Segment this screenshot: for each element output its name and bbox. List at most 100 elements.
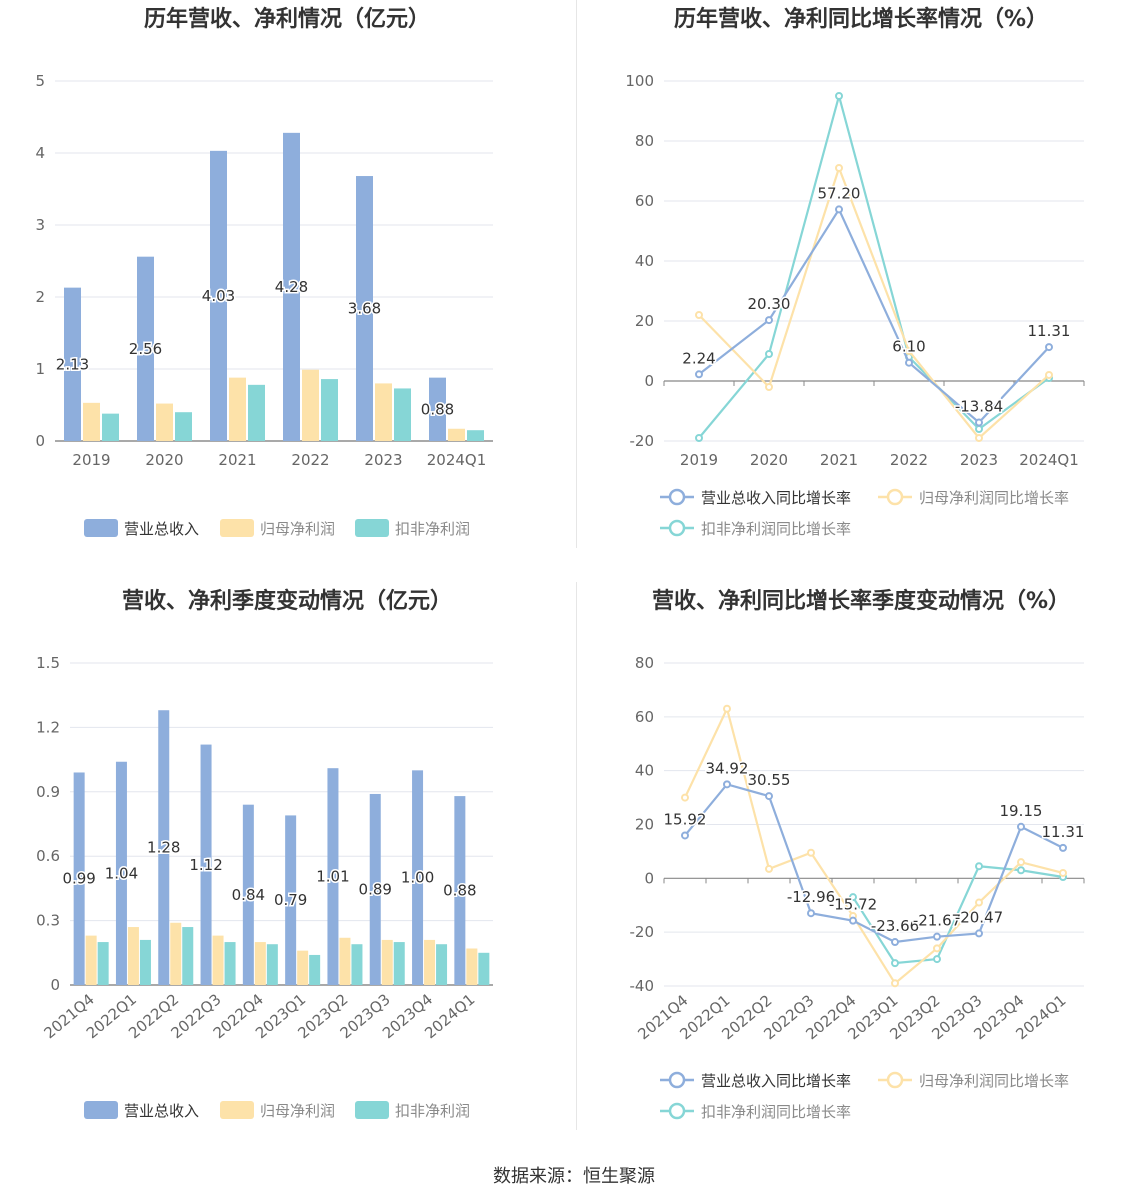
- y-tick-label: 5: [35, 72, 45, 90]
- bar-net-profit: [297, 950, 309, 985]
- bar-data-label: 2.56: [129, 340, 162, 358]
- x-tick-label: 2021: [218, 451, 256, 469]
- bar-net-profit: [156, 403, 173, 441]
- data-point: [835, 205, 843, 214]
- legend-swatch: [355, 1101, 389, 1119]
- data-point: [1045, 343, 1053, 352]
- data-point: [975, 425, 983, 433]
- y-tick-label: 1: [35, 360, 45, 378]
- bar-data-label: 1.28: [147, 839, 180, 857]
- bar-revenue: [327, 768, 339, 985]
- y-tick-label: 20: [635, 312, 654, 330]
- x-tick-label: 2019: [680, 451, 718, 469]
- x-tick-label: 2022: [291, 451, 329, 469]
- bar-net-profit: [212, 935, 224, 985]
- bar-deducted-profit: [102, 413, 119, 441]
- data-point: [891, 959, 899, 968]
- bar-revenue: [158, 710, 170, 985]
- bar-revenue: [429, 377, 446, 441]
- line-data-label: 15.92: [664, 810, 707, 828]
- bar-net-profit: [424, 939, 436, 985]
- legend-marker: [886, 488, 904, 506]
- y-tick-label: 60: [635, 192, 654, 210]
- data-point: [695, 370, 703, 379]
- bar-deducted-profit: [321, 379, 338, 441]
- legend-label: 扣非净利润: [395, 1102, 470, 1120]
- data-point: [933, 932, 941, 941]
- data-point: [765, 350, 773, 358]
- line-data-label: -20.47: [955, 908, 1003, 926]
- legend-marker: [668, 519, 686, 537]
- data-point: [765, 383, 773, 391]
- panel-annual-amounts: 历年营收、净利情况（亿元） 0 1 2 3 4 5 2019 2020 2021 2022 2023 2…: [0, 0, 574, 580]
- legend-label: 扣非净利润同比增长率: [701, 1103, 851, 1121]
- series-line: [698, 164, 1050, 440]
- series-line: [684, 783, 1064, 944]
- data-point: [807, 848, 815, 857]
- data-point: [1017, 858, 1025, 867]
- chart-annual-amounts: 历年营收、净利情况（亿元） 0 1 2 3 4 5 2019 2020 2021 2022 2023 2…: [35, 6, 493, 538]
- bar-data-label: 1.00: [401, 869, 434, 887]
- data-point: [1017, 866, 1025, 875]
- bar-net-profit: [229, 377, 246, 441]
- line-data-label: -23.66: [871, 917, 919, 935]
- bar-data-label: 3.68: [348, 300, 381, 318]
- y-tick-label: 0: [644, 372, 654, 390]
- bar-net-profit: [448, 428, 465, 441]
- bar-deducted-profit: [394, 388, 411, 441]
- bar-net-profit: [254, 942, 266, 985]
- bar-data-label: 0.88: [421, 400, 454, 418]
- legend-label: 营业总收入同比增长率: [701, 1072, 851, 1090]
- y-tick-label: 0.9: [36, 783, 60, 801]
- series-line: [684, 705, 1064, 985]
- line-data-label: 34.92: [706, 759, 749, 777]
- bar-data-label: 1.12: [189, 856, 222, 874]
- data-point: [975, 929, 983, 938]
- bar-revenue: [64, 287, 81, 441]
- bar-deducted-profit: [266, 944, 278, 985]
- legend-label: 营业总收入: [124, 520, 199, 538]
- legend-swatch: [220, 519, 254, 537]
- bar-net-profit: [83, 402, 100, 441]
- bar-deducted-profit: [467, 430, 484, 441]
- x-tick-label: 2020: [750, 451, 788, 469]
- panel-quarterly-amounts: 营收、净利季度变动情况（亿元） 0 0.3 0.6 0.9 1.2 1.5 2021Q4 202…: [0, 582, 574, 1162]
- bar-deducted-profit: [351, 944, 363, 985]
- legend-label: 扣非净利润同比增长率: [701, 520, 851, 538]
- chart-title: 营收、净利季度变动情况（亿元）: [122, 588, 452, 614]
- y-tick-label: 60: [635, 708, 654, 726]
- panel-annual-growth: 历年营收、净利同比增长率情况（%） -20 0 20 40 60 80 100 2019 2020…: [574, 0, 1148, 580]
- data-point: [891, 979, 899, 988]
- data-point: [975, 898, 983, 907]
- y-tick-label: 3: [35, 216, 45, 234]
- chart-title: 历年营收、净利同比增长率情况（%）: [674, 6, 1048, 32]
- line-data-label: 57.20: [818, 184, 861, 202]
- data-point: [905, 358, 913, 367]
- data-point: [681, 793, 689, 802]
- panel-quarterly-growth: 营收、净利同比增长率季度变动情况（%） -40 -20 0 20 40 60 80 2021Q4…: [574, 582, 1148, 1162]
- y-tick-label: 20: [635, 816, 654, 834]
- bar-deducted-profit: [182, 927, 194, 985]
- bar-data-label: 1.01: [316, 868, 349, 886]
- data-point: [849, 893, 857, 902]
- data-point: [681, 831, 689, 840]
- data-point: [1059, 843, 1067, 852]
- data-point: [975, 418, 983, 427]
- data-point: [891, 938, 899, 947]
- bar-revenue: [285, 815, 297, 985]
- legend-swatch: [355, 519, 389, 537]
- bar-data-label: 0.88: [443, 882, 476, 900]
- y-tick-label: 80: [635, 654, 654, 672]
- y-tick-label: 0: [35, 432, 45, 450]
- data-point: [1017, 822, 1025, 831]
- legend-label: 归母净利润: [260, 1102, 335, 1120]
- series-line: [698, 91, 1050, 439]
- data-point: [835, 92, 843, 100]
- y-tick-label: -20: [630, 432, 655, 450]
- line-data-label: 30.55: [748, 771, 791, 789]
- line-data-label: -12.96: [787, 888, 835, 906]
- data-point: [905, 347, 913, 355]
- bar-deducted-profit: [175, 412, 192, 441]
- bar-data-label: 0.84: [232, 886, 265, 904]
- x-tick-label: 2022: [890, 451, 928, 469]
